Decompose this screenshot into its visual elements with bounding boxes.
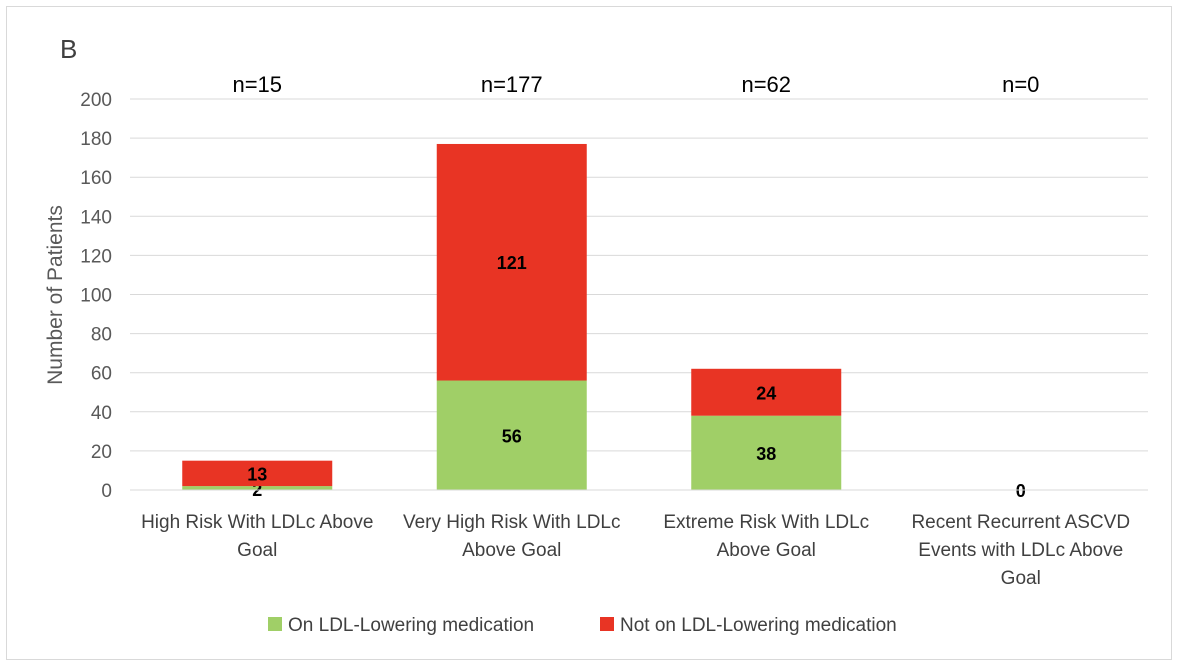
data-label: 38 (756, 444, 776, 464)
y-tick-label: 140 (80, 207, 112, 228)
total-label: n=15 (232, 72, 282, 97)
x-category-label: Above Goal (462, 540, 561, 561)
legend-entry: On LDL-Lowering medication (288, 615, 534, 636)
bar-on-medication (182, 486, 333, 490)
total-label: n=177 (481, 72, 543, 97)
legend-swatch (600, 617, 614, 631)
y-tick-label: 60 (91, 364, 112, 385)
bar-on-medication (691, 415, 842, 490)
bar-not-on-medication (436, 143, 587, 381)
x-category-label: Goal (237, 540, 277, 561)
y-tick-label: 0 (101, 481, 112, 502)
bar-on-medication (436, 380, 587, 490)
data-label: 56 (502, 426, 522, 446)
y-tick-label: 200 (80, 90, 112, 111)
total-label: n=62 (741, 72, 791, 97)
x-category-label: Events with LDLc Above (918, 540, 1123, 561)
y-tick-label: 80 (91, 325, 112, 346)
y-tick-label: 160 (80, 168, 112, 189)
x-category-label: Above Goal (717, 540, 816, 561)
data-label: 121 (497, 253, 527, 273)
bar-not-on-medication (182, 460, 333, 487)
legend-entry: Not on LDL-Lowering medication (620, 615, 897, 636)
y-axis-title: Number of Patients (44, 205, 67, 385)
y-tick-label: 120 (80, 246, 112, 267)
total-label: n=0 (1002, 72, 1039, 97)
y-tick-label: 180 (80, 129, 112, 150)
chart-frame (6, 6, 1172, 660)
panel-label: B (60, 34, 77, 64)
data-label: 13 (247, 464, 267, 484)
bar-not-on-medication (691, 368, 842, 416)
x-category-label: High Risk With LDLc Above (141, 512, 373, 533)
y-tick-label: 20 (91, 442, 112, 463)
legend-swatch (268, 617, 282, 631)
x-category-label: Recent Recurrent ASCVD (911, 512, 1130, 533)
x-category-label: Extreme Risk With LDLc (663, 512, 869, 533)
data-label: 24 (756, 383, 776, 403)
y-tick-label: 40 (91, 403, 112, 424)
y-tick-label: 100 (80, 286, 112, 307)
data-label: 0 (1016, 481, 1026, 501)
x-category-label: Very High Risk With LDLc (403, 512, 621, 533)
x-category-label: Goal (1001, 568, 1041, 589)
